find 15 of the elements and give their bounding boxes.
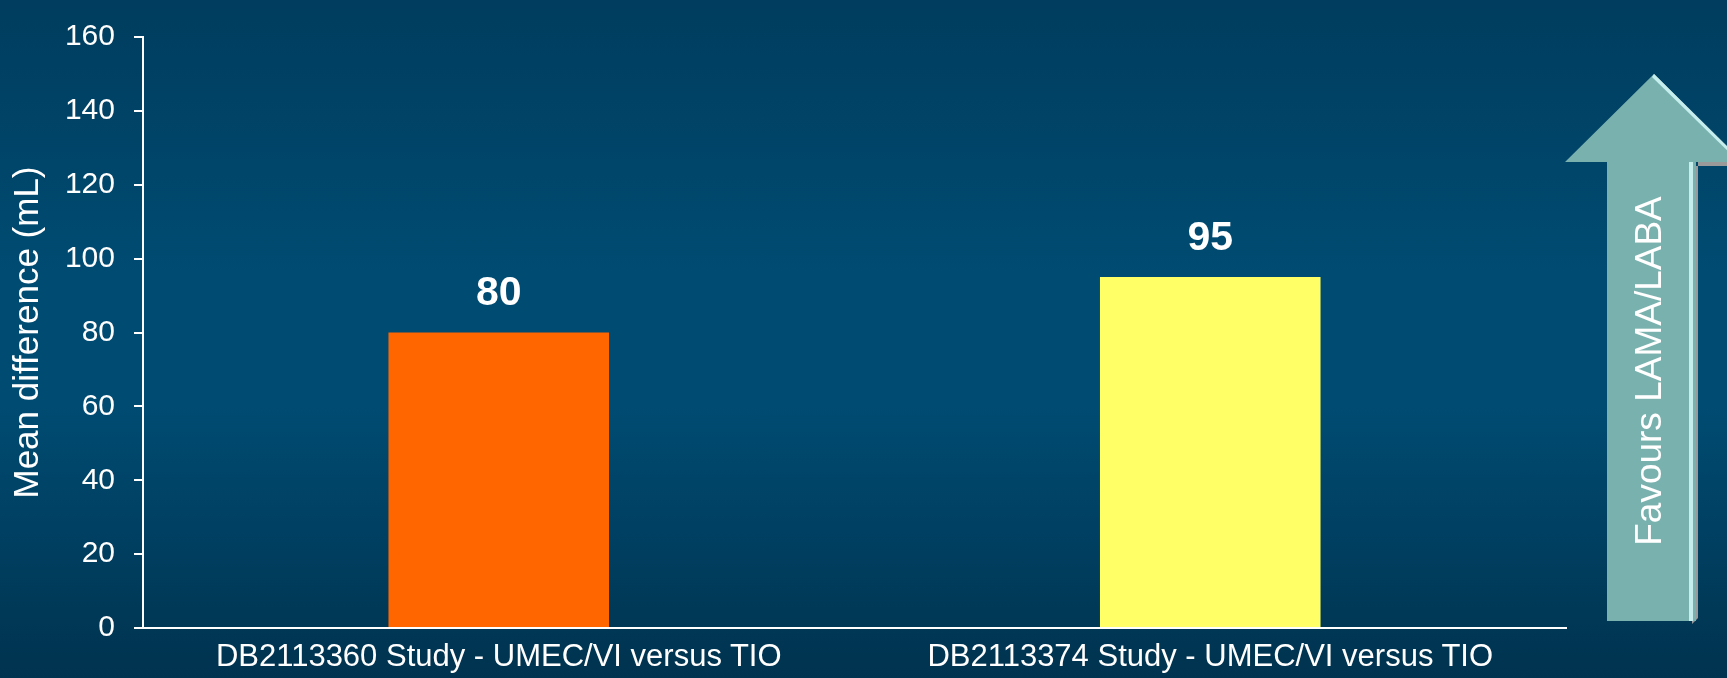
y-tick-label: 0 bbox=[98, 609, 115, 643]
y-axis-title: Mean difference (mL) bbox=[5, 166, 45, 499]
x-tick-label: DB2113374 Study - UMEC/VI versus TIO bbox=[927, 637, 1494, 673]
data-label: 80 bbox=[475, 268, 522, 315]
y-tick-label: 100 bbox=[64, 239, 115, 273]
y-tick-label: 160 bbox=[64, 18, 115, 52]
y-tick-label: 20 bbox=[81, 535, 115, 569]
x-tick-label: DB2113360 Study - UMEC/VI versus TIO bbox=[215, 637, 782, 673]
y-tick-label: 60 bbox=[81, 387, 115, 421]
y-tick-label: 40 bbox=[81, 461, 115, 495]
y-tick-label: 80 bbox=[81, 313, 115, 347]
text: Favours LAMA/LABA bbox=[1627, 196, 1669, 546]
y-tick-label: 120 bbox=[64, 166, 115, 200]
data-label: 95 bbox=[1187, 212, 1234, 259]
y-tick-label: 140 bbox=[64, 92, 115, 126]
